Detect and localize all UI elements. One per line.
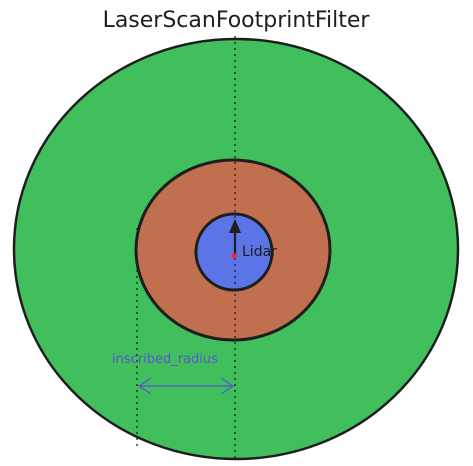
diagram-title: LaserScanFootprintFilter — [103, 8, 371, 33]
dot-icon — [231, 253, 237, 259]
lidar-label: Lidar — [242, 244, 277, 260]
dimension-arrow — [137, 377, 235, 395]
inscribed-radius-label: inscribed_radius — [112, 352, 218, 367]
up-arrow-icon — [229, 219, 241, 254]
